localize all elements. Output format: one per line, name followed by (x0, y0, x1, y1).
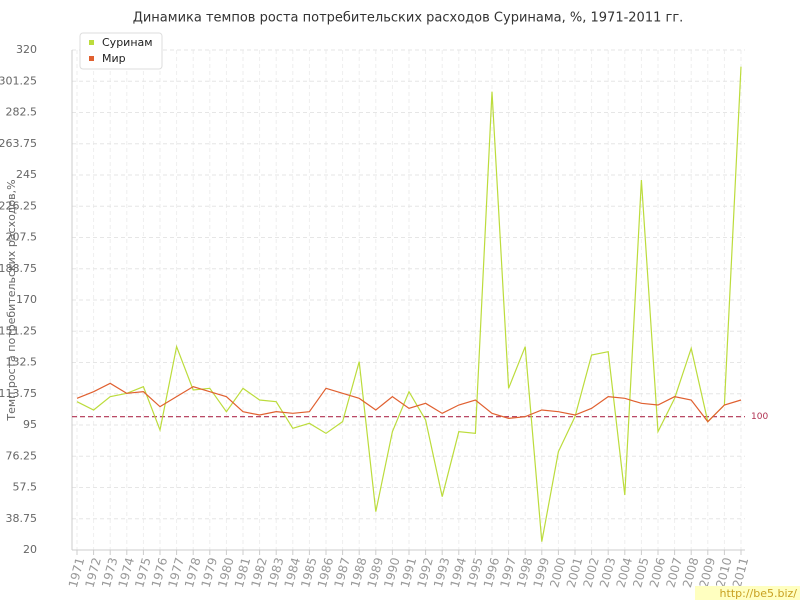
legend-swatch (89, 56, 94, 61)
chart-title: Динамика темпов роста потребительских ра… (133, 11, 684, 26)
y-tick-label: 76.25 (6, 449, 38, 462)
y-tick-label: 188.75 (0, 262, 37, 275)
y-tick-label: 113.75 (0, 387, 37, 400)
series-line (76, 66, 742, 542)
watermark-bg (695, 586, 800, 600)
watermark: http://be5.biz/ (720, 587, 798, 600)
legend-label: Суринам (102, 36, 153, 49)
y-tick-label: 263.75 (0, 137, 37, 150)
y-tick-label: 301.25 (0, 74, 37, 87)
legend: Суринам Мир (79, 32, 163, 70)
y-tick-label: 226.25 (0, 199, 37, 212)
y-tick-label: 320 (16, 43, 37, 56)
y-tick-label: 282.5 (6, 106, 38, 119)
y-tick-label: 207.5 (6, 231, 38, 244)
y-tick-label: 57.5 (13, 481, 38, 494)
series-line (76, 382, 742, 423)
y-axis-label: Темп роста потребительских расходов,% (5, 179, 18, 421)
y-tick-label: 245 (16, 168, 37, 181)
y-tick-label: 170 (16, 293, 37, 306)
y-tick-label: 20 (23, 543, 37, 556)
y-tick-label: 95 (23, 418, 37, 431)
legend-box (79, 32, 163, 70)
reference-label: 100 (751, 412, 768, 422)
y-tick-label: 38.75 (6, 512, 38, 525)
legend-label: Мир (102, 52, 126, 65)
y-tick-label: 151.25 (0, 324, 37, 337)
y-tick-label: 132.5 (6, 356, 38, 369)
legend-swatch (89, 40, 94, 45)
